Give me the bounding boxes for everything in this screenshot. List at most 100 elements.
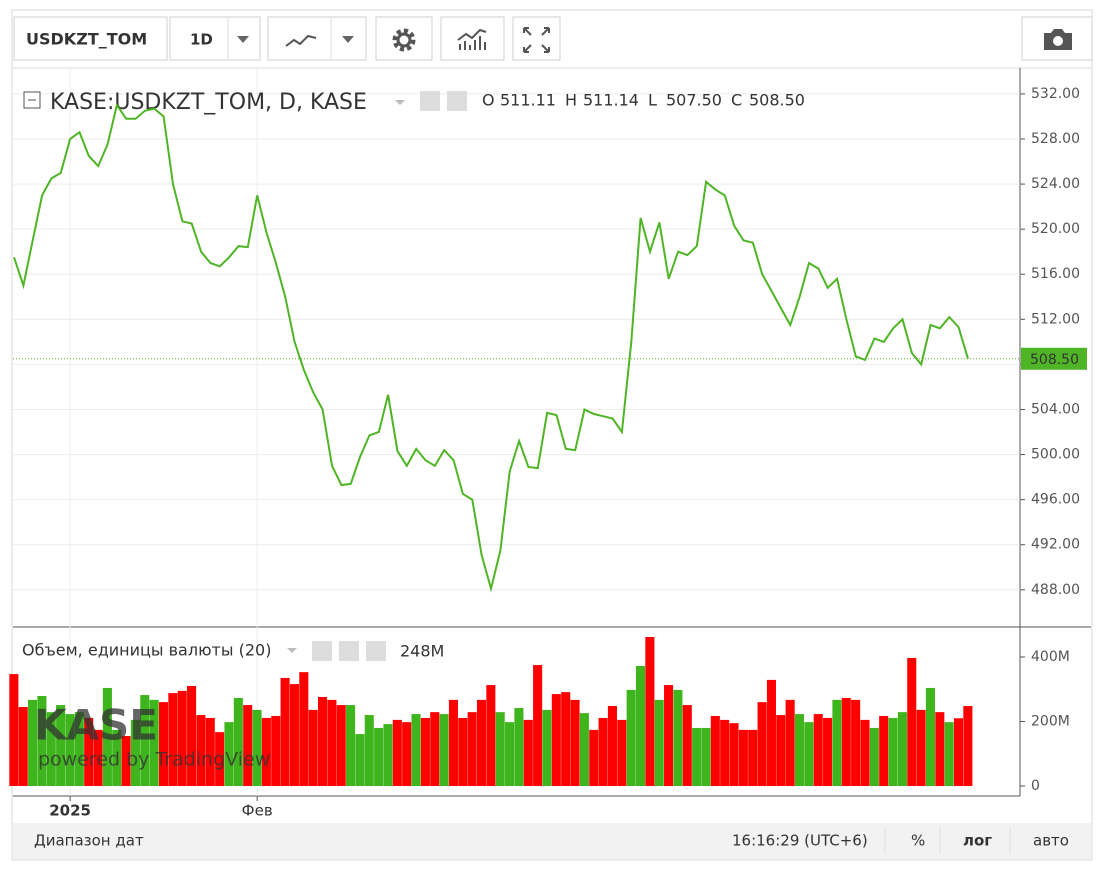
volume-bar (645, 636, 655, 787)
ohlc-value: 508.50 (749, 91, 805, 110)
volume-bar (785, 699, 795, 787)
volume-bar (953, 718, 964, 787)
volume-bar (813, 714, 823, 787)
volume-bar (271, 716, 281, 787)
volume-bar (46, 712, 56, 787)
volume-bar (430, 712, 440, 787)
price-line (13, 102, 969, 593)
volume-title: Объем, единицы валюты (20) (22, 641, 271, 660)
volume-bar (654, 699, 664, 787)
y-tick-label: 400M (1031, 649, 1070, 665)
visibility-button[interactable] (312, 641, 332, 661)
volume-bar (177, 690, 187, 787)
series-title: KASE:USDKZT_TOM, D, KASE (50, 90, 367, 115)
volume-bar (579, 713, 589, 787)
y-tick-label: 0 (1031, 778, 1040, 794)
y-tick-label: 504.00 (1031, 401, 1080, 417)
volume-bar (392, 719, 402, 787)
volume-value: 248M (400, 642, 444, 661)
volume-bar (607, 706, 617, 787)
volume-bar (374, 727, 384, 787)
settings-button[interactable] (375, 16, 433, 61)
symbol-button[interactable] (13, 16, 168, 61)
volume-bar (383, 724, 393, 787)
gear-icon (392, 28, 416, 52)
volume-bar (289, 684, 299, 787)
volume-bar (944, 722, 954, 787)
volume-bar (514, 707, 524, 787)
volume-bar (168, 693, 178, 787)
y-tick-label: 492.00 (1031, 537, 1080, 553)
grid (13, 68, 1020, 796)
ohlc-value: 507.50 (666, 91, 722, 110)
y-tick-label: 516.00 (1031, 266, 1080, 282)
volume-bar (916, 709, 926, 787)
settings-button[interactable] (339, 641, 359, 661)
volume-bar (720, 719, 730, 787)
volume-bar (439, 714, 449, 787)
volume-bar (841, 697, 851, 787)
volume-bar (542, 709, 552, 787)
volume-bar (9, 674, 19, 787)
ohlc-key: H (565, 91, 577, 110)
volume-bar (635, 666, 646, 787)
line-icon (285, 34, 317, 47)
volume-bar (327, 699, 337, 787)
volume-bar (692, 727, 702, 787)
date-range[interactable]: Диапазон дат (34, 832, 144, 850)
gear-icon (396, 32, 412, 48)
volume-bar (112, 729, 122, 787)
volume-bar (748, 729, 758, 787)
volume-bar (701, 727, 711, 787)
volume-bar (233, 697, 243, 787)
y-tick-label: 496.00 (1031, 492, 1080, 508)
volume-bar (598, 717, 608, 787)
volume-bar (280, 677, 290, 787)
visibility-button[interactable] (420, 91, 440, 111)
auto-toggle[interactable]: авто (1033, 832, 1069, 850)
volume-bar (28, 699, 38, 787)
volume-bar (402, 722, 412, 787)
volume-bar (794, 714, 805, 787)
volume-bar (551, 694, 561, 787)
fullscreen-button[interactable] (512, 16, 561, 61)
log-toggle[interactable]: лог (963, 832, 992, 850)
volume-bar (74, 712, 84, 787)
volume-bar (710, 716, 720, 787)
volume-bar (261, 717, 271, 787)
watermark-logo: KASE (34, 701, 158, 750)
volume-bar (130, 719, 140, 787)
volume-bar (486, 685, 496, 787)
volume-bar (346, 705, 356, 787)
volume-bar (505, 722, 515, 787)
volume-bar (925, 687, 935, 787)
volume-bar (832, 699, 842, 787)
volume-bar (673, 689, 683, 787)
settings-button[interactable] (447, 91, 467, 111)
remove-button[interactable] (366, 641, 386, 661)
percent-toggle[interactable]: % (911, 832, 925, 850)
volume-bar (738, 729, 748, 787)
watermark-credit: powered by TradingView (38, 749, 270, 771)
y-tick-label: 532.00 (1031, 86, 1080, 102)
y-tick-label: 488.00 (1031, 582, 1080, 598)
volume-bar (448, 699, 458, 787)
volume-bar (121, 736, 131, 787)
volume-bar (851, 699, 861, 787)
footer-bar (13, 823, 1091, 859)
volume-bar (963, 706, 973, 787)
volume-bar (215, 732, 225, 787)
ohlc-value: 511.11 (500, 91, 556, 110)
y-tick-label: 520.00 (1031, 221, 1080, 237)
y-tick-label: 512.00 (1031, 311, 1080, 327)
volume-bar (243, 705, 253, 787)
volume-bar (18, 706, 28, 787)
volume-bar (523, 719, 533, 787)
volume-bar (84, 717, 94, 787)
interval: 1D (190, 31, 213, 49)
volume-bar (317, 696, 328, 787)
volume-bar (299, 672, 309, 787)
volume-bar (804, 722, 814, 787)
indicators-button[interactable] (440, 16, 505, 61)
volume-bar (589, 729, 599, 787)
